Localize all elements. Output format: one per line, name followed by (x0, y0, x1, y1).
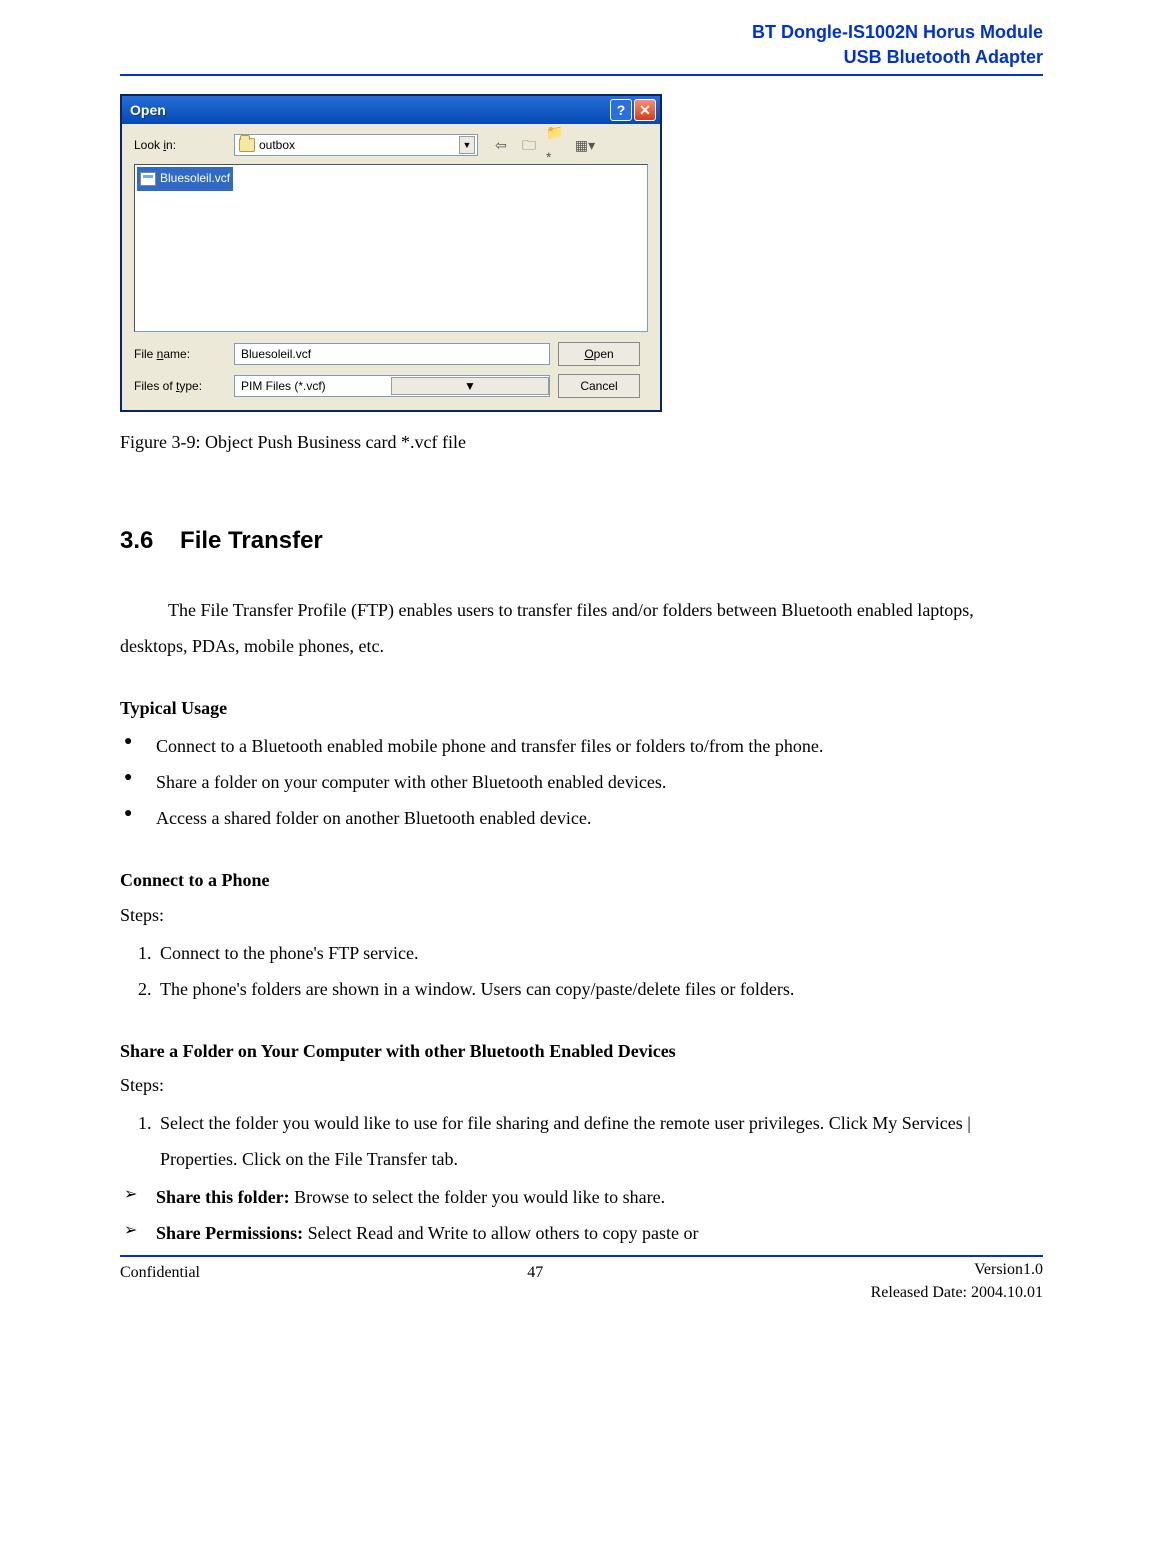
chevron-down-icon[interactable]: ▼ (391, 377, 549, 395)
file-list[interactable]: Bluesoleil.vcf (134, 164, 648, 332)
dialog-body: Look in: outbox ▼ ⇦ 🗀 📁* ▦▾ Bluesoleil.v… (122, 124, 660, 410)
lookin-combo[interactable]: outbox ▼ (234, 134, 478, 156)
typical-usage-heading: Typical Usage (120, 692, 1043, 724)
share-steps: Select the folder you would like to use … (120, 1105, 1043, 1177)
list-item: The phone's folders are shown in a windo… (156, 971, 1043, 1007)
footer-right: Version1.0 Released Date: 2004.10.01 (871, 1259, 1043, 1304)
titlebar-buttons: ? ✕ (610, 99, 656, 121)
page-header: BT Dongle-IS1002N Horus Module USB Bluet… (120, 20, 1043, 70)
open-button[interactable]: Open (558, 342, 640, 366)
file-item-label: Bluesoleil.vcf (160, 168, 230, 190)
connect-steps: Connect to the phone's FTP service. The … (120, 935, 1043, 1007)
footer-left: Confidential (120, 1259, 200, 1304)
view-menu-icon[interactable]: ▦▾ (574, 134, 596, 156)
footer-rule (120, 1255, 1043, 1257)
list-item: Share a folder on your computer with oth… (120, 764, 1043, 800)
list-item: Connect to the phone's FTP service. (156, 935, 1043, 971)
filetype-value: PIM Files (*.vcf) (235, 376, 391, 398)
help-button[interactable]: ? (610, 99, 632, 121)
footer-version: Version1.0 (871, 1259, 1043, 1281)
file-item-selected[interactable]: Bluesoleil.vcf (137, 167, 233, 191)
dialog-titlebar: Open ? ✕ (122, 96, 660, 124)
filename-input[interactable] (234, 343, 550, 365)
share-heading: Share a Folder on Your Computer with oth… (120, 1035, 1043, 1067)
cancel-button[interactable]: Cancel (558, 374, 640, 398)
typical-usage-list: Connect to a Bluetooth enabled mobile ph… (120, 728, 1043, 836)
intro-paragraph: The File Transfer Profile (FTP) enables … (120, 592, 1043, 664)
lookin-value: outbox (259, 135, 459, 157)
new-folder-icon[interactable]: 📁* (546, 134, 568, 156)
filetype-combo[interactable]: PIM Files (*.vcf) ▼ (234, 375, 550, 397)
close-button[interactable]: ✕ (634, 99, 656, 121)
share-options: Share this folder: Browse to select the … (120, 1179, 1043, 1251)
back-arrow-icon[interactable]: ⇦ (490, 134, 512, 156)
list-item: Select the folder you would like to use … (156, 1105, 1043, 1177)
lookin-row: Look in: outbox ▼ ⇦ 🗀 📁* ▦▾ (134, 134, 648, 156)
steps-label: Steps: (120, 897, 1043, 933)
vcf-icon (140, 172, 156, 186)
section-heading: 3.6 File Transfer (120, 519, 1043, 562)
steps-label-2: Steps: (120, 1067, 1043, 1103)
share-perm-text: Select Read and Write to allow others to… (303, 1223, 698, 1243)
open-dialog: Open ? ✕ Look in: outbox ▼ ⇦ 🗀 📁* ▦▾ Blu (120, 94, 662, 412)
list-item: Access a shared folder on another Blueto… (120, 800, 1043, 836)
list-item: Connect to a Bluetooth enabled mobile ph… (120, 728, 1043, 764)
header-rule (120, 74, 1043, 76)
filename-label: File name: (134, 344, 226, 366)
dialog-bottom: File name: Open Files of type: PIM Files… (134, 342, 648, 398)
connect-heading: Connect to a Phone (120, 864, 1043, 896)
share-perm-label: Share Permissions: (156, 1223, 303, 1243)
share-this-label: Share this folder: (156, 1187, 290, 1207)
section-title: File Transfer (180, 527, 323, 554)
filetype-label: Files of type: (134, 376, 226, 398)
list-item: Share Permissions: Select Read and Write… (120, 1215, 1043, 1251)
page-footer: Confidential 47 Version1.0 Released Date… (120, 1259, 1043, 1304)
folder-icon (239, 138, 255, 152)
list-item: Share this folder: Browse to select the … (120, 1179, 1043, 1215)
dialog-toolbar: ⇦ 🗀 📁* ▦▾ (490, 134, 596, 156)
share-this-text: Browse to select the folder you would li… (290, 1187, 665, 1207)
dialog-title: Open (130, 98, 166, 123)
header-line-2: USB Bluetooth Adapter (120, 45, 1043, 70)
section-number: 3.6 (120, 527, 153, 554)
up-folder-icon[interactable]: 🗀 (518, 134, 540, 156)
lookin-label: Look in: (134, 135, 226, 157)
figure-caption: Figure 3-9: Object Push Business card *.… (120, 426, 1043, 458)
header-line-1: BT Dongle-IS1002N Horus Module (120, 20, 1043, 45)
chevron-down-icon[interactable]: ▼ (459, 136, 475, 154)
footer-date: Released Date: 2004.10.01 (871, 1282, 1043, 1304)
footer-page: 47 (200, 1259, 871, 1304)
